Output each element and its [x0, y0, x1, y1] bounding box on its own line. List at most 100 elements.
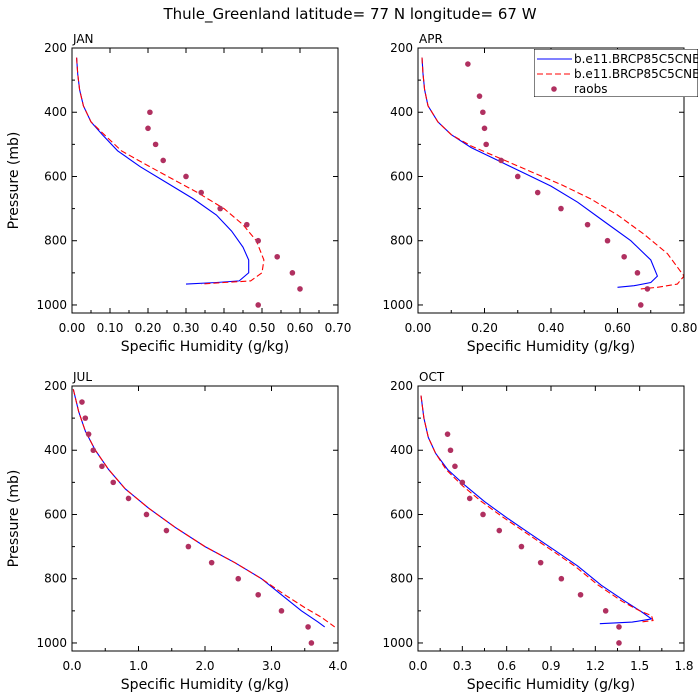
legend-label: b.e11.BRCP85C5CNBDRD: [574, 52, 700, 66]
data-point: [602, 608, 609, 614]
x-tick-label: 0.30: [173, 321, 200, 335]
data-point: [534, 189, 541, 196]
data-point: [444, 431, 451, 437]
panel-apr: 0.00 0.20 0.40 0.60 0.80 200 400 600 800 1000 APR S…: [382, 32, 697, 355]
y-tick-label: 800: [44, 234, 67, 248]
data-point: [274, 253, 281, 260]
legend-box: [534, 49, 698, 97]
data-point: [289, 270, 296, 276]
y-axis-title: Pressure (mb): [6, 132, 22, 230]
data-point: [90, 447, 97, 454]
data-point: [208, 559, 215, 566]
x-tick-label: 2.0: [195, 659, 214, 673]
y-tick-label: 200: [44, 41, 67, 55]
data-point: [125, 495, 132, 502]
data-point: [183, 173, 189, 180]
panel-jul: 0.0 1.0 2.0 3.0 4.0 200 400 600 800 1000 JUL Specif…: [6, 370, 348, 693]
legend-entry: raobs: [551, 82, 608, 96]
y-tick-label: 1000: [36, 298, 67, 312]
x-axis-title: Specific Humidity (g/kg): [467, 677, 635, 693]
y-tick-label: 800: [44, 572, 67, 586]
data-point: [558, 205, 564, 212]
x-tick-label: 0.20: [471, 321, 498, 335]
y-tick-label: 800: [390, 572, 413, 586]
x-tick-label: 1.0: [129, 659, 148, 673]
data-point: [185, 543, 192, 550]
y-tick-label: 1000: [382, 298, 413, 312]
data-point: [558, 575, 565, 582]
data-point: [514, 173, 521, 180]
series-line-dashed: [76, 57, 265, 285]
data-point: [480, 109, 486, 116]
data-point: [152, 141, 159, 148]
data-point: [145, 125, 151, 132]
data-point: [459, 479, 466, 486]
y-tick-label: 600: [390, 507, 413, 521]
legend-entry: b.e11.BRCP85C5CNBDRD: [537, 67, 700, 81]
y-tick-label: 400: [44, 443, 67, 457]
data-point: [447, 447, 454, 454]
x-axis-title: Specific Humidity (g/kg): [121, 677, 289, 693]
data-point: [604, 237, 611, 244]
x-axis-title: Specific Humidity (g/kg): [467, 339, 635, 355]
data-point: [163, 527, 170, 534]
x-axis-title: Specific Humidity (g/kg): [121, 339, 289, 355]
panel-jan: 0.00 0.10 0.20 0.30 0.40 0.50 0.60 0.70 200 400 60…: [6, 32, 351, 355]
data-point: [255, 591, 261, 598]
y-axis-title: Pressure (mb): [6, 470, 22, 568]
x-tick-label: 0.00: [405, 321, 432, 335]
legend-label: b.e11.BRCP85C5CNBDRD: [574, 67, 700, 81]
series-line-dashed: [421, 57, 684, 290]
data-point: [584, 221, 591, 228]
x-tick-label: 4.0: [328, 659, 347, 673]
data-point: [616, 640, 622, 646]
series-raobs: [79, 399, 315, 646]
figure-title: Thule_Greenland latitude= 77 N longitude…: [162, 5, 536, 24]
series-raobs: [145, 109, 303, 308]
x-tick-label: 0.40: [211, 321, 238, 335]
legend-marker: [551, 86, 557, 92]
x-tick-label: 0.0: [62, 659, 81, 673]
data-point: [496, 527, 503, 534]
x-tick-label: 1.5: [630, 659, 649, 673]
series-line-solid: [72, 389, 326, 628]
data-point: [452, 463, 458, 470]
x-tick-label: 0.70: [325, 321, 352, 335]
data-point: [217, 205, 223, 212]
plot-frame: [417, 385, 685, 652]
x-tick-label: 0.60: [604, 321, 631, 335]
x-tick-label: 0.80: [671, 321, 698, 335]
y-tick-label: 200: [390, 379, 413, 393]
data-point: [577, 591, 584, 598]
plot-frame: [71, 385, 339, 652]
data-point: [235, 575, 242, 582]
data-point: [480, 511, 486, 518]
data-point: [198, 189, 204, 196]
y-tick-label: 600: [44, 169, 67, 183]
data-point: [160, 157, 166, 164]
x-tick-label: 0.10: [97, 321, 124, 335]
legend: b.e11.BRCP85C5CNBDRDb.e11.BRCP85C5CNBDRD…: [534, 49, 700, 97]
y-tick-label: 400: [390, 443, 413, 457]
data-point: [465, 61, 471, 67]
y-tick-label: 1000: [382, 636, 413, 650]
data-point: [85, 431, 92, 437]
x-tick-label: 0.50: [249, 321, 276, 335]
data-point: [483, 141, 489, 148]
y-tick-label: 400: [390, 105, 413, 119]
series-line-dashed: [72, 389, 336, 628]
data-point: [147, 109, 153, 116]
data-point: [255, 237, 261, 244]
data-point: [481, 125, 488, 132]
x-tick-label: 0.20: [135, 321, 162, 335]
panel-oct: 0.0 0.3 0.6 0.9 1.2 1.5 1.8 200 400 600 800 1000 OCT…: [382, 370, 693, 693]
plot-frame: [71, 47, 339, 314]
series-raobs: [444, 431, 622, 646]
x-tick-label: 0.3: [453, 659, 472, 673]
panel-title: JUL: [72, 370, 92, 384]
data-point: [616, 624, 622, 630]
data-point: [110, 479, 117, 486]
data-point: [82, 415, 89, 421]
data-point: [244, 221, 250, 228]
y-tick-label: 600: [44, 507, 67, 521]
